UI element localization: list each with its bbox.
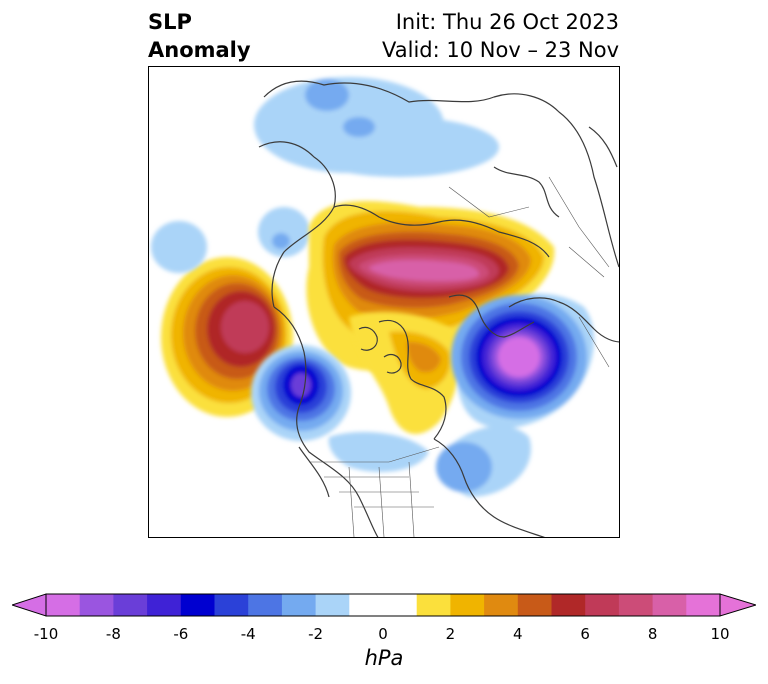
anomaly-gulf-of-alaska-low [251, 345, 351, 441]
colorbar-tick-label: 2 [445, 625, 456, 643]
colorbar-bin [484, 594, 519, 616]
colorbar-tick-label: -10 [33, 625, 59, 643]
map-canvas [151, 77, 619, 537]
country-borders [309, 176, 610, 537]
colorbar-bin [113, 594, 148, 616]
colorbar-tick-label: -2 [308, 625, 324, 643]
colorbar-bin [585, 594, 620, 616]
colorbar-bin [450, 594, 485, 616]
anomaly-asia-low [254, 77, 499, 177]
colorbar-bin [416, 594, 451, 616]
anomaly-north-atlantic-low [328, 293, 594, 497]
anomaly-arctic-high [306, 201, 555, 371]
colorbar-tick-label: 0 [378, 625, 388, 643]
colorbar-tick-label: -4 [240, 625, 256, 643]
title-variable: SLP [148, 10, 192, 34]
colorbar-tick-label: 4 [513, 625, 523, 643]
colorbar-bin [686, 594, 721, 616]
colorbar-bin [315, 594, 350, 616]
colorbar-bin [349, 594, 384, 616]
colorbar [12, 593, 756, 617]
coastlines [258, 80, 619, 537]
colorbar-unit-label: hPa [364, 646, 404, 670]
colorbar-extend-max [719, 593, 756, 617]
anomaly-west-pacific-lows [151, 207, 310, 273]
colorbar-bin [214, 594, 249, 616]
colorbar-bin [46, 594, 81, 616]
colorbar-segments [12, 593, 756, 617]
colorbar-bin [281, 594, 317, 616]
colorbar-bin [180, 594, 215, 616]
colorbar-tick-label: -6 [173, 625, 189, 643]
anomaly-map [148, 66, 620, 538]
colorbar-bin [517, 594, 552, 616]
colorbar-bin [551, 594, 586, 616]
colorbar-tick-label: 6 [580, 625, 590, 643]
colorbar-bin [79, 594, 114, 616]
colorbar-tick-label: 8 [647, 625, 658, 643]
colorbar-bin [147, 594, 182, 616]
colorbar-tick-label: 10 [710, 625, 730, 643]
colorbar-bin [652, 594, 687, 616]
valid-range-label: Valid: 10 Nov – 23 Nov [382, 38, 619, 62]
colorbar-bin [383, 594, 418, 616]
init-date-label: Init: Thu 26 Oct 2023 [395, 10, 619, 34]
title-variable-type: Anomaly [148, 38, 251, 62]
map-title-left: SLP Anomaly [148, 8, 251, 64]
colorbar-outline [45, 593, 721, 617]
colorbar-bin [618, 594, 654, 616]
colorbar-tick-label: -8 [105, 625, 121, 643]
map-title-right: Init: Thu 26 Oct 2023 Valid: 10 Nov – 23… [382, 8, 619, 64]
colorbar-extend-min [12, 593, 47, 617]
colorbar-bin [248, 594, 283, 616]
